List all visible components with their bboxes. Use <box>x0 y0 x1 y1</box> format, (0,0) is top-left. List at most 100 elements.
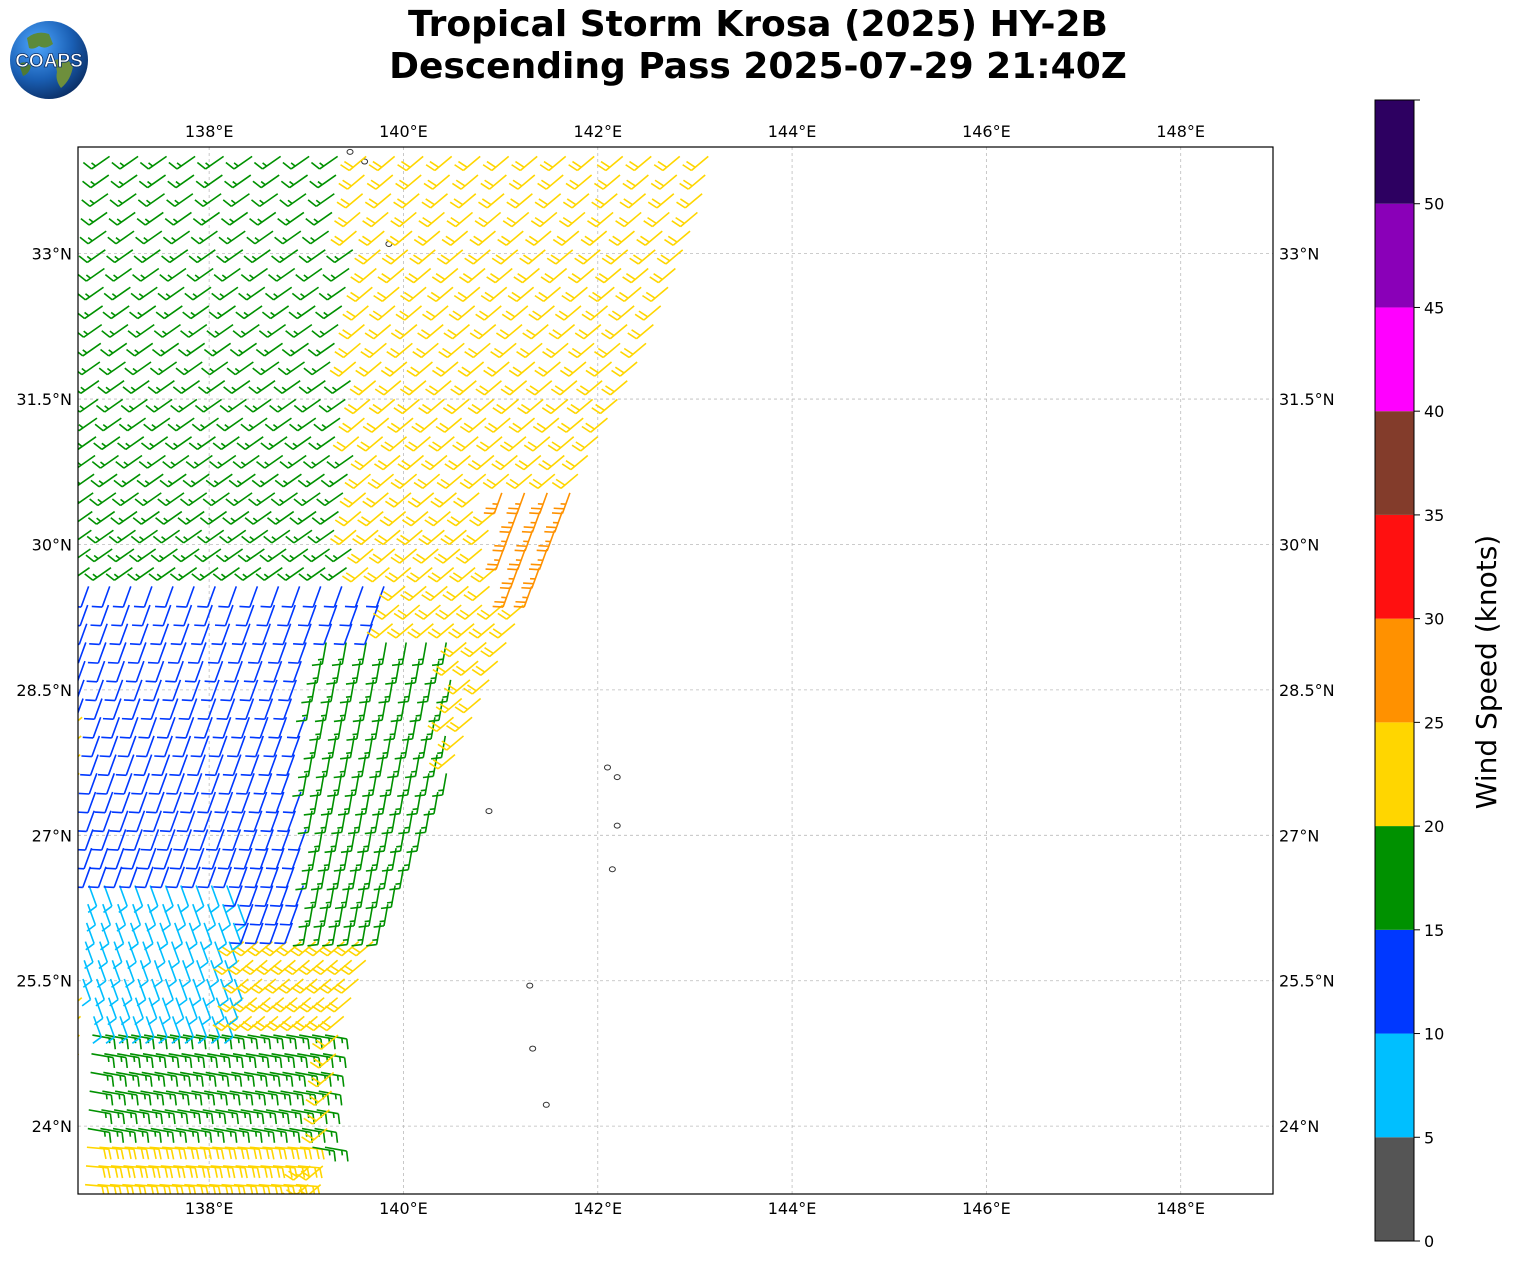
wind-barb <box>210 885 220 914</box>
wind-barb <box>175 716 195 739</box>
wind-barb <box>91 1052 116 1069</box>
wind-barb <box>193 810 213 833</box>
wind-barb <box>427 623 455 639</box>
wind-barb <box>113 773 133 795</box>
wind-barb <box>486 267 513 284</box>
wind-barb <box>136 735 155 758</box>
wind-barb <box>78 361 101 376</box>
colorbar-label: Wind Speed (knots) <box>1470 535 1503 809</box>
wind-barb <box>137 847 157 870</box>
wind-barb <box>302 454 331 469</box>
wind-barb <box>241 959 268 976</box>
wind-barb <box>201 997 212 1026</box>
wind-barb <box>455 604 483 620</box>
wind-barb <box>35 1166 61 1180</box>
wind-barb <box>395 174 422 190</box>
wind-barb <box>446 211 474 228</box>
wind-barb <box>159 267 187 282</box>
wind-barb <box>552 230 580 246</box>
wind-barb <box>234 567 262 581</box>
wind-barb <box>246 230 274 245</box>
wind-barb <box>542 342 569 359</box>
wind-barb <box>80 754 99 777</box>
wind-barb <box>122 978 133 1007</box>
wind-barb <box>344 586 364 608</box>
wind-barb <box>386 342 413 359</box>
wind-barb <box>304 1015 332 1032</box>
wind-barb <box>39 1091 65 1105</box>
wind-barb <box>311 642 327 667</box>
wind-barb <box>608 305 635 321</box>
wind-barb <box>194 193 222 208</box>
wind-barb <box>201 679 220 702</box>
wind-barb <box>271 1052 296 1069</box>
wind-barb <box>176 903 187 932</box>
wind-barb <box>317 1015 345 1032</box>
wind-barb <box>120 398 148 413</box>
wind-barb <box>162 1146 187 1160</box>
lat-tick-label-right: 33°N <box>1279 245 1319 264</box>
colorbar-segment <box>1375 514 1414 619</box>
wind-barb <box>186 267 214 282</box>
wind-barb <box>170 941 180 970</box>
wind-barb <box>194 548 222 563</box>
wind-barb <box>154 735 173 758</box>
wind-barb <box>201 361 229 376</box>
wind-barb <box>105 1016 116 1044</box>
wind-barb <box>192 1071 217 1087</box>
wind-barb <box>151 1109 176 1125</box>
wind-barb <box>102 1090 127 1106</box>
wind-barb <box>594 267 622 284</box>
wind-barb <box>109 193 137 208</box>
wind-barb <box>163 1127 188 1143</box>
wind-barb <box>208 642 227 664</box>
wind-barb <box>499 567 519 590</box>
wind-barb <box>540 267 568 284</box>
wind-barb <box>265 1015 292 1032</box>
wind-barb <box>124 361 152 376</box>
wind-barb <box>187 642 207 664</box>
wind-barb <box>221 1183 246 1194</box>
wind-barb <box>305 1090 333 1106</box>
wind-barb <box>302 548 331 563</box>
lat-tick-label-left: 31.5°N <box>16 390 72 409</box>
wind-barb <box>49 1147 75 1161</box>
wind-barb <box>240 267 268 282</box>
wind-barb <box>331 642 347 667</box>
wind-barb <box>528 473 556 489</box>
map-background <box>78 147 1273 1194</box>
wind-barb <box>264 1127 288 1143</box>
wind-barb <box>291 978 318 994</box>
wind-barb <box>546 249 574 265</box>
wind-barb <box>222 829 242 851</box>
wind-barb <box>424 510 451 527</box>
wind-barb <box>181 1052 206 1069</box>
wind-barb <box>78 791 79 794</box>
wind-barb <box>249 1146 275 1160</box>
wind-barb <box>601 380 628 396</box>
wind-barb <box>395 305 423 321</box>
wind-barb <box>455 548 483 564</box>
wind-barb <box>214 604 234 627</box>
wind-barb <box>608 230 635 246</box>
wind-barb <box>138 174 167 189</box>
wind-barb <box>212 567 240 581</box>
wind-barb <box>78 679 85 699</box>
wind-barb <box>561 454 589 471</box>
wind-barb <box>156 829 176 851</box>
wind-barb <box>656 249 684 265</box>
wind-barb <box>166 773 185 795</box>
wind-barb <box>154 1071 179 1087</box>
wind-barb <box>204 1090 228 1106</box>
wind-barb <box>174 1146 200 1160</box>
wind-barb <box>101 1109 126 1125</box>
wind-barb <box>238 829 258 851</box>
wind-barb <box>35 1185 61 1199</box>
wind-barb <box>521 567 541 590</box>
wind-barb <box>288 642 307 664</box>
wind-barb <box>49 867 75 881</box>
wind-barb <box>238 1015 266 1032</box>
wind-barb <box>78 997 83 1002</box>
wind-barb <box>356 436 384 452</box>
wind-barb <box>550 380 578 396</box>
